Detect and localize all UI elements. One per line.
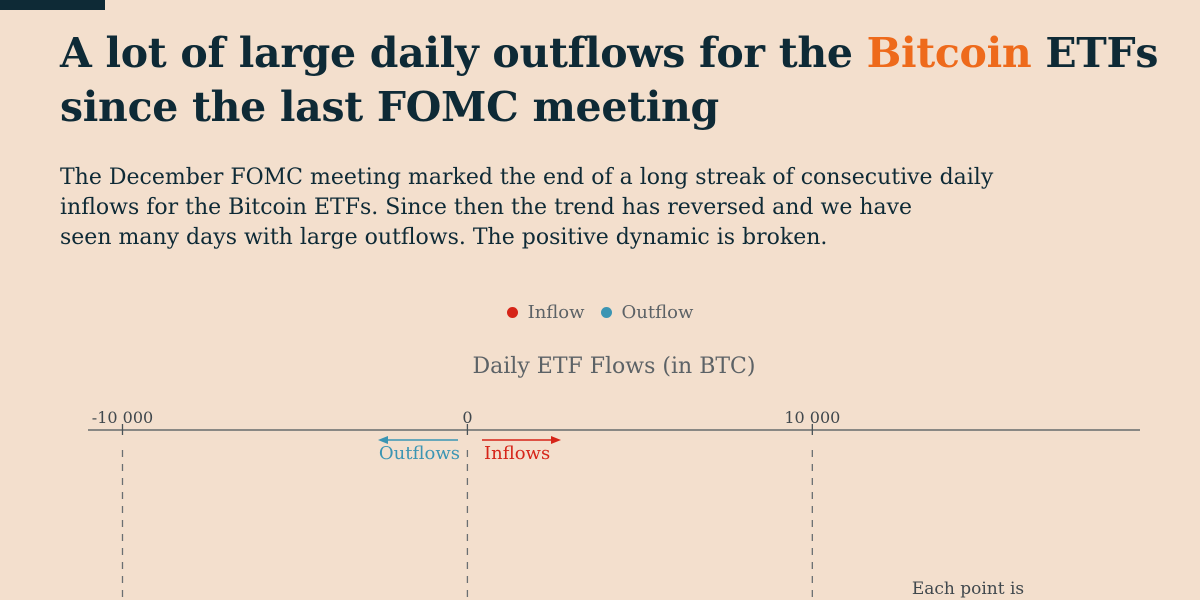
chart-axis-title: Daily ETF Flows (in BTC): [473, 354, 756, 379]
direction-indicators: Outflows Inflows: [378, 436, 561, 464]
legend-inflow-dot: [506, 307, 518, 318]
subtitle-line-1: The December FOMC meeting marked the end…: [60, 165, 994, 190]
x-tick-label: 10 000: [784, 408, 840, 427]
chart-legend: Inflow Outflow: [0, 302, 1200, 323]
x-tick-label: -10 000: [92, 408, 153, 427]
subtitle-line-2: inflows for the Bitcoin ETFs. Since then…: [60, 195, 913, 220]
ticks-layer: -10 000 0 10 000: [92, 408, 840, 600]
legend-outflow-label: Outflow: [621, 302, 694, 323]
chart-headline: A lot of large daily outflows for the Bi…: [60, 26, 1180, 134]
outflow-arrow-head: [378, 436, 388, 444]
headline-text-post: ETFs since the last FOMC meeting: [60, 29, 1159, 131]
legend-outflow-dot: [600, 307, 612, 318]
subtitle-line-3: seen many days with large outflows. The …: [60, 225, 828, 250]
inflow-arrow-head: [551, 436, 561, 444]
annotation-note: Each point is: [912, 579, 1024, 599]
chart-subtitle: The December FOMC meeting marked the end…: [60, 163, 1160, 253]
headline-accent-word: Bitcoin: [866, 29, 1032, 77]
top-accent-bar: [0, 0, 105, 10]
outflows-direction-label: Outflows: [379, 443, 460, 464]
legend-inflow-label: Inflow: [527, 302, 585, 323]
x-tick-label: 0: [462, 408, 472, 427]
legend-item-outflow: Outflow: [600, 302, 694, 323]
headline-text-pre: A lot of large daily outflows for the: [60, 29, 867, 77]
flows-chart: Daily ETF Flows (in BTC) -10 000 0 10 000 …: [88, 354, 1140, 600]
legend-item-inflow: Inflow: [506, 302, 585, 323]
inflows-direction-label: Inflows: [484, 443, 550, 464]
